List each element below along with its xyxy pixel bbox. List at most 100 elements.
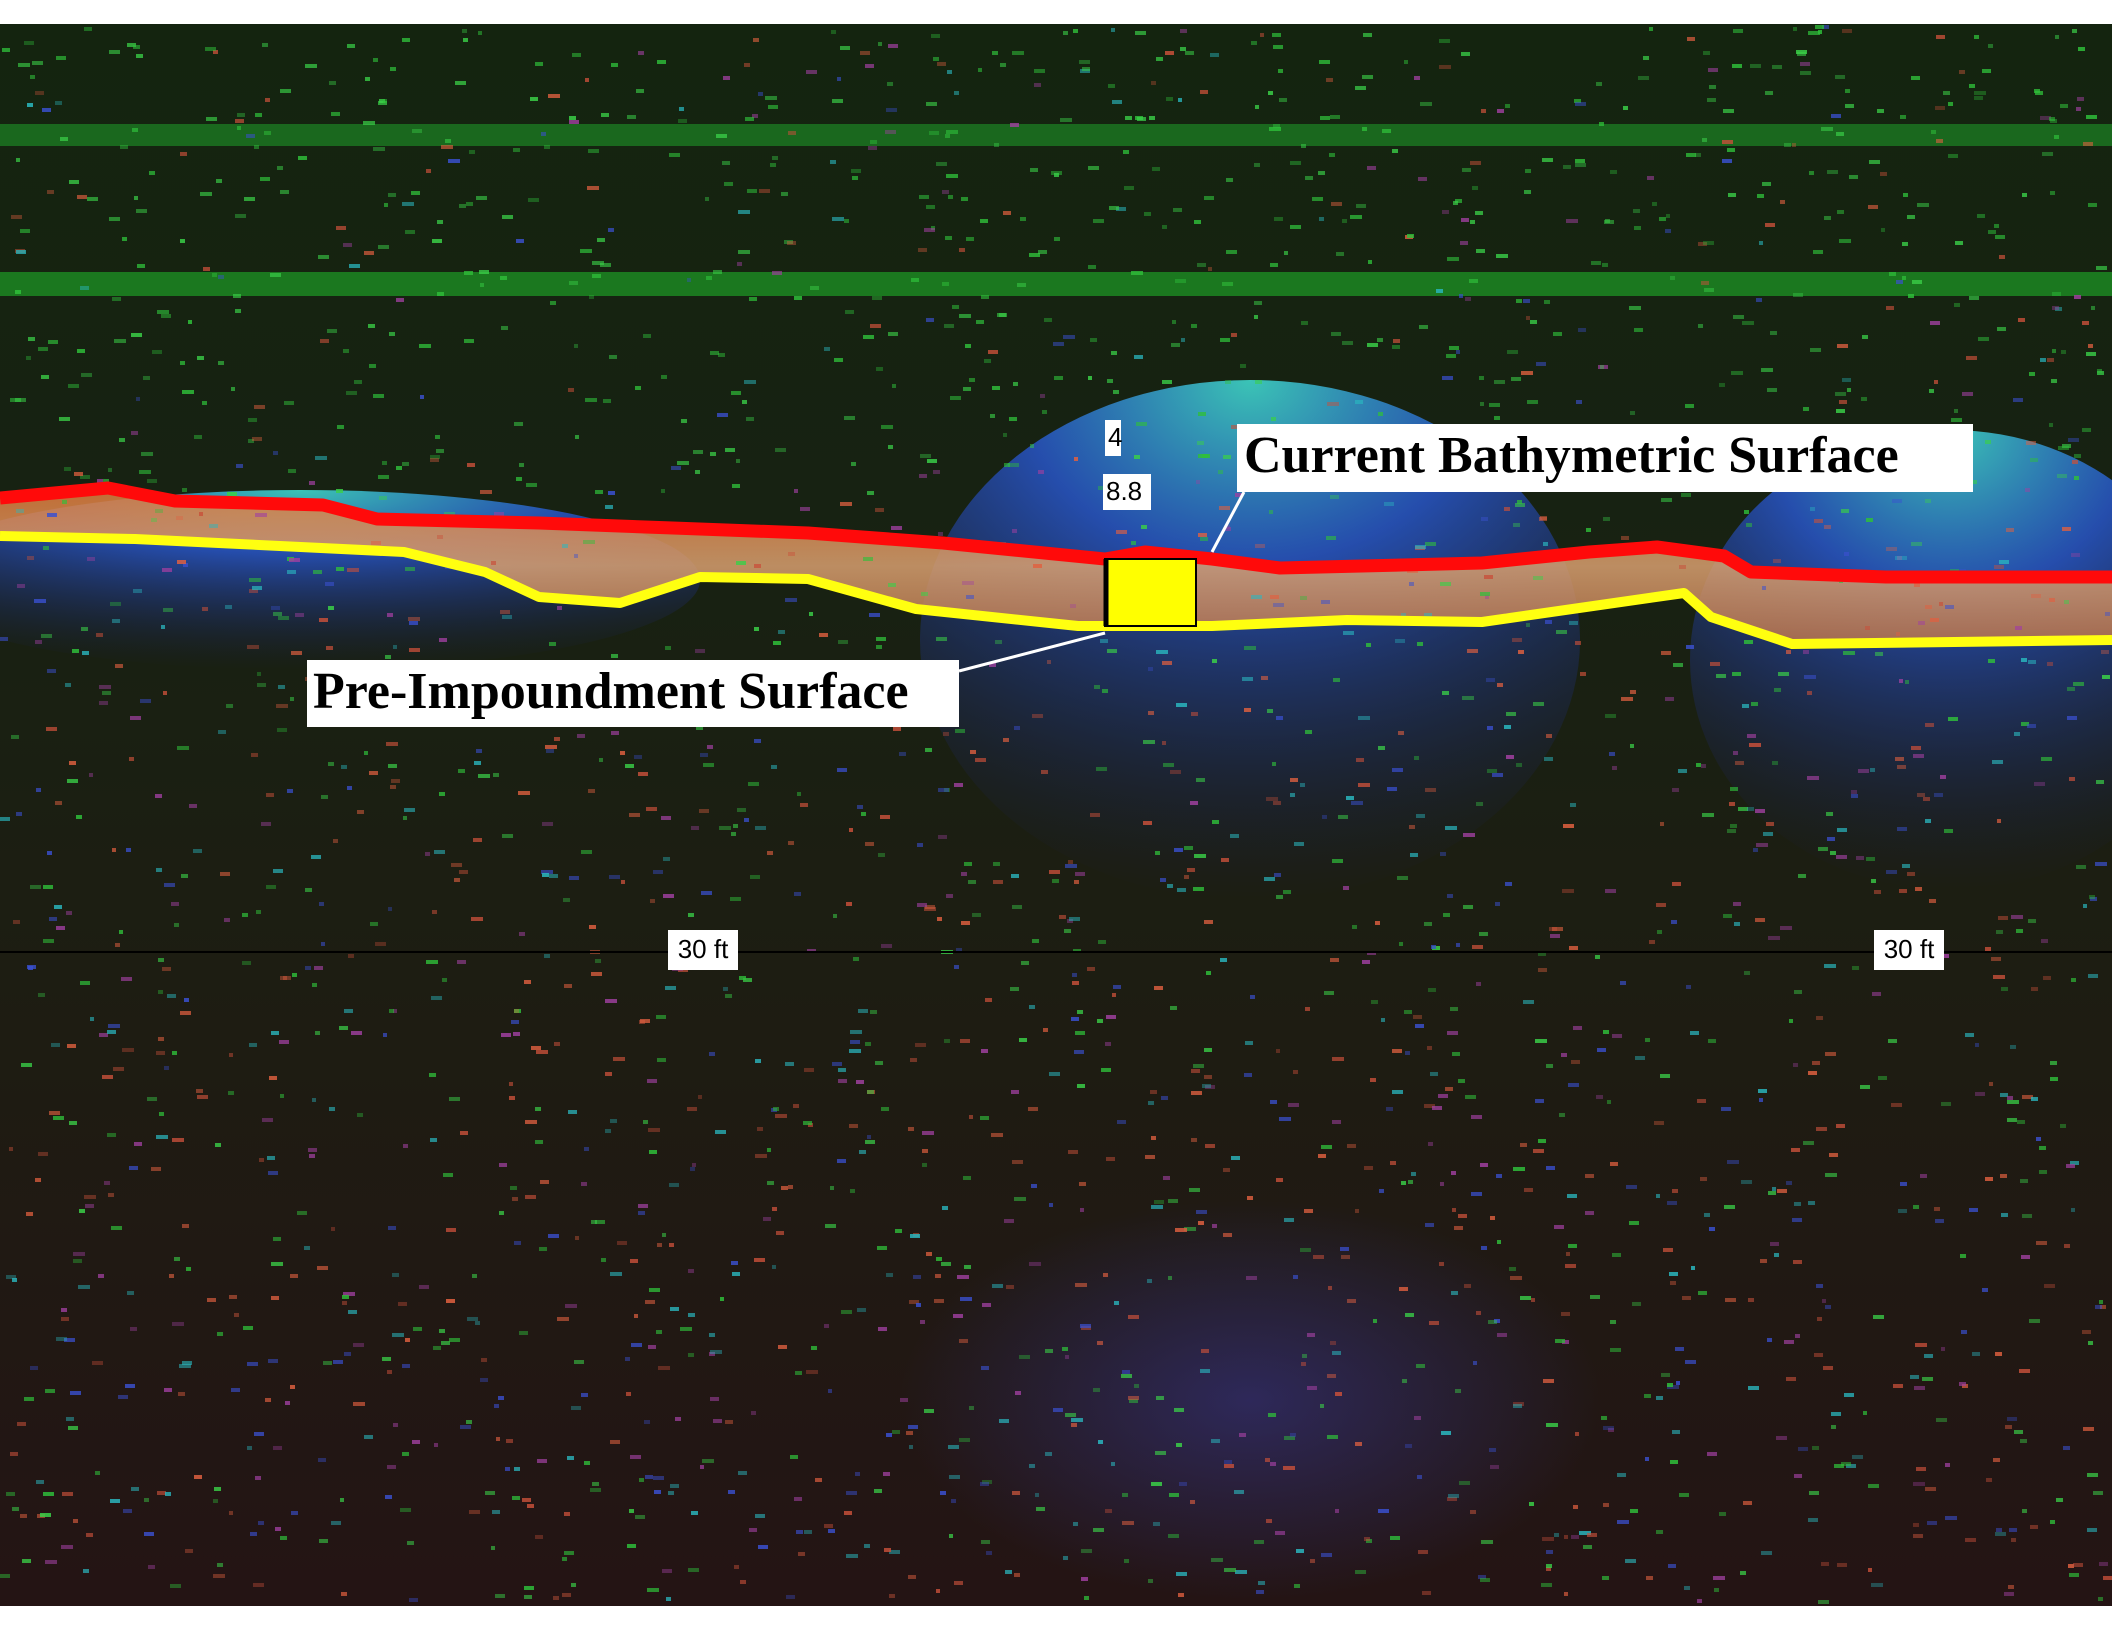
echo-speck (986, 1551, 992, 1555)
echo-speck (954, 783, 963, 787)
echo-speck (1197, 441, 1204, 445)
echo-speck (387, 613, 393, 617)
echo-speck (56, 1337, 67, 1341)
echo-speck (1603, 1426, 1614, 1430)
echo-speck (290, 697, 294, 701)
echo-speck (1992, 760, 2003, 764)
echo-speck (383, 1033, 387, 1037)
echo-speck (110, 602, 121, 606)
echo-speck (1610, 1348, 1621, 1352)
echo-speck (1610, 170, 1617, 174)
echo-speck (698, 1095, 702, 1099)
echo-speck (460, 1425, 471, 1429)
echo-speck (1768, 936, 1780, 940)
echo-speck (126, 848, 131, 852)
echo-speck (1425, 542, 1436, 546)
echo-speck (922, 1163, 927, 1167)
echo-speck (351, 1031, 362, 1035)
echo-speck (1564, 1592, 1568, 1596)
echo-speck (1218, 470, 1223, 474)
page: 4 8.8 Current Bathymetric Surface Pre-Im… (0, 0, 2112, 1632)
echo-speck (1497, 1333, 1507, 1337)
echo-speck (1825, 1173, 1837, 1177)
echo-speck (163, 608, 173, 612)
echo-speck (877, 1246, 887, 1250)
echo-speck (662, 1233, 666, 1237)
echo-speck (1362, 127, 1367, 131)
echo-speck (236, 464, 243, 468)
echo-speck (1109, 206, 1119, 210)
echo-speck (946, 130, 958, 134)
echo-speck (1225, 380, 1231, 384)
echo-speck (917, 903, 927, 907)
echo-speck (510, 1186, 517, 1190)
echo-speck (763, 1217, 771, 1221)
echo-speck (1920, 1174, 1927, 1178)
echo-speck (1925, 819, 1931, 823)
echo-speck (2044, 1284, 2055, 1288)
echo-speck (536, 1050, 548, 1054)
echo-speck (1702, 813, 1714, 817)
echo-speck (960, 1039, 970, 1043)
echo-speck (336, 489, 343, 493)
echo-speck (42, 108, 51, 112)
echo-speck (1480, 1578, 1490, 1582)
echo-speck (970, 750, 976, 754)
echo-speck (1492, 773, 1503, 777)
echo-speck (1049, 870, 1060, 874)
echo-speck (2082, 321, 2089, 325)
echo-speck (1621, 536, 1629, 540)
echo-speck (1899, 889, 1907, 893)
echo-speck (675, 1417, 681, 1421)
echo-speck (1930, 321, 1940, 325)
echo-speck (832, 99, 843, 103)
echo-speck (2031, 987, 2038, 991)
echo-speck (1948, 717, 1958, 721)
echo-speck (70, 1391, 81, 1395)
echo-speck (981, 295, 989, 299)
echo-speck (273, 612, 282, 616)
echo-speck (1053, 342, 1064, 346)
echo-speck (1331, 202, 1342, 206)
echo-speck (825, 1224, 836, 1228)
echo-speck (1044, 318, 1052, 322)
echo-speck (439, 792, 445, 796)
echo-speck (2009, 1528, 2017, 1532)
echo-speck (518, 791, 530, 795)
echo-speck (2074, 295, 2081, 299)
echo-speck (1546, 1564, 1552, 1568)
echo-speck (754, 564, 761, 568)
echo-speck (268, 1171, 278, 1175)
echo-speck (787, 241, 796, 245)
echo-speck (1732, 64, 1742, 68)
echo-speck (1053, 1408, 1063, 1412)
echo-speck (778, 630, 785, 634)
echo-speck (2060, 104, 2068, 108)
echo-speck (276, 704, 288, 708)
echo-speck (1656, 1530, 1663, 1534)
echo-speck (156, 1135, 168, 1139)
echo-speck (249, 1043, 257, 1047)
echo-speck (524, 1586, 534, 1590)
echo-speck (639, 1478, 644, 1482)
echo-speck (169, 1274, 174, 1278)
echo-speck (1516, 763, 1522, 767)
echo-speck (129, 757, 134, 761)
echo-speck (1163, 1176, 1170, 1180)
echo-speck (273, 1446, 282, 1450)
echo-speck (1134, 1384, 1139, 1388)
echo-speck (1974, 91, 1986, 95)
echo-speck (1880, 172, 1887, 176)
echo-speck (995, 640, 1002, 644)
echo-speck (1939, 602, 1943, 606)
echo-speck (610, 1119, 617, 1123)
echo-speck (502, 615, 512, 619)
echo-speck (514, 1241, 521, 1245)
echo-speck (954, 965, 959, 969)
echo-speck (218, 361, 224, 365)
echo-speck (1761, 368, 1773, 372)
echo-speck (1673, 663, 1683, 667)
echo-speck (786, 1595, 795, 1599)
echo-speck (1691, 1266, 1695, 1270)
echo-speck (1954, 303, 1960, 307)
